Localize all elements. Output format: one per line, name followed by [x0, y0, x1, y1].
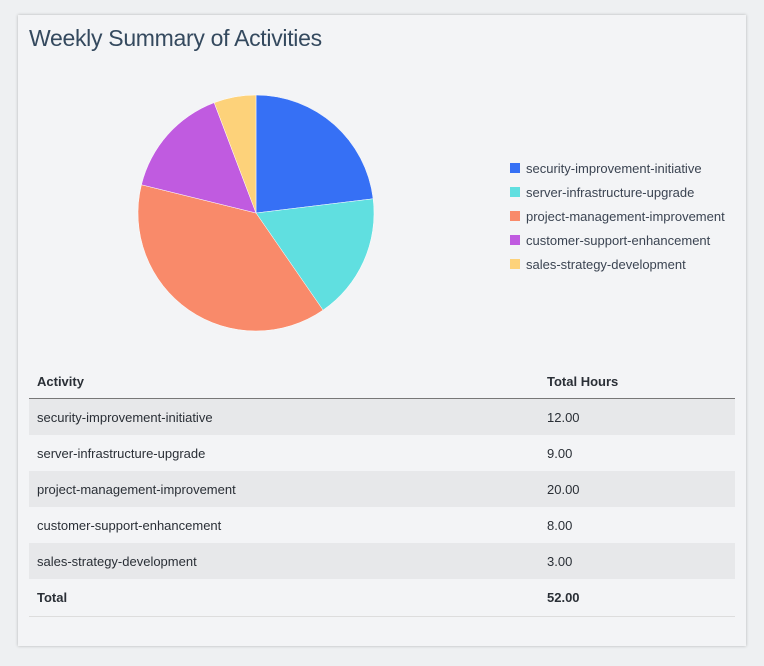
legend-item[interactable]: project-management-improvement — [510, 204, 725, 228]
legend-label: customer-support-enhancement — [526, 232, 711, 248]
pie-slice-security-improvement-initiative[interactable] — [255, 94, 374, 214]
pie-slice-server-infrastructure-upgrade[interactable] — [255, 198, 375, 311]
hours-cell: 9.00 — [547, 445, 573, 461]
legend-label: server-infrastructure-upgrade — [526, 184, 695, 200]
legend-swatch — [510, 235, 520, 245]
page-title: Weekly Summary of Activities — [29, 25, 322, 51]
activity-cell: server-infrastructure-upgrade — [37, 445, 206, 461]
legend-item[interactable]: sales-strategy-development — [510, 252, 725, 276]
legend-item[interactable]: security-improvement-initiative — [510, 156, 725, 180]
pie-chart — [137, 94, 375, 332]
summary-card: Weekly Summary of Activities security-im… — [18, 15, 746, 646]
table-row: server-infrastructure-upgrade 9.00 — [29, 435, 735, 471]
legend-item[interactable]: server-infrastructure-upgrade — [510, 180, 725, 204]
total-value: 52.00 — [539, 579, 735, 617]
legend-label: security-improvement-initiative — [526, 160, 702, 176]
legend-label: project-management-improvement — [526, 208, 725, 224]
hours-cell: 12.00 — [539, 398, 735, 435]
hours-cell: 8.00 — [547, 517, 573, 533]
header-total-hours: Total Hours — [539, 364, 735, 399]
activity-table: Activity Total Hours security-improvemen… — [29, 364, 735, 617]
pie-slice-project-management-improvement[interactable] — [137, 184, 324, 332]
activity-cell: customer-support-enhancement — [37, 517, 222, 533]
total-row: Total 52.00 — [29, 579, 735, 617]
header-activity: Activity — [29, 364, 539, 399]
total-label: Total — [29, 579, 539, 617]
legend-swatch — [510, 163, 520, 173]
legend-swatch — [510, 259, 520, 269]
activity-cell: security-improvement-initiative — [29, 398, 539, 435]
legend-swatch — [510, 187, 520, 197]
pie-slice-customer-support-enhancement[interactable] — [141, 102, 257, 214]
chart-legend: security-improvement-initiative server-in… — [510, 156, 725, 276]
table-row: project-management-improvement 20.00 — [29, 471, 735, 507]
table-row: sales-strategy-development 3.00 — [29, 543, 735, 579]
legend-swatch — [510, 211, 520, 221]
activity-cell: project-management-improvement — [29, 471, 539, 507]
activity-cell: sales-strategy-development — [29, 543, 539, 579]
hours-cell: 3.00 — [539, 543, 735, 579]
hours-cell: 20.00 — [539, 471, 735, 507]
pie-slice-sales-strategy-development[interactable] — [213, 94, 257, 214]
legend-label: sales-strategy-development — [526, 256, 686, 272]
legend-item[interactable]: customer-support-enhancement — [510, 228, 725, 252]
table-row: customer-support-enhancement 8.00 — [29, 507, 735, 543]
table-row: security-improvement-initiative 12.00 — [29, 398, 735, 435]
